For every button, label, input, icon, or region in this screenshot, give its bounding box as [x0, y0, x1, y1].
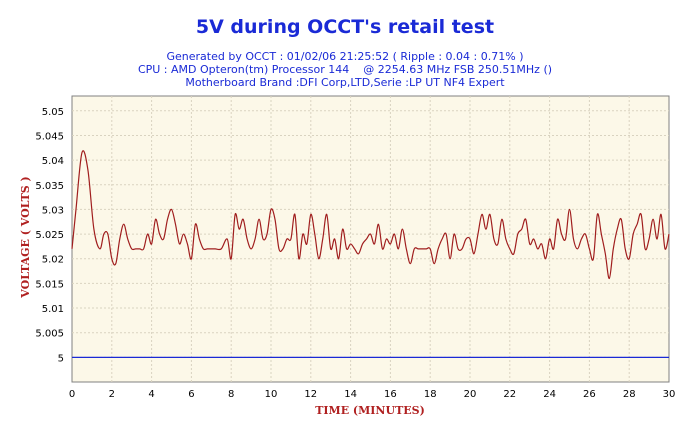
x-tick-label: 8: [228, 389, 234, 400]
x-tick-label: 16: [384, 389, 397, 400]
info-line-generated: Generated by OCCT : 01/02/06 21:25:52 ( …: [166, 50, 524, 63]
x-tick-label: 14: [344, 389, 357, 400]
x-tick-label: 20: [464, 389, 477, 400]
y-tick-label: 5.035: [35, 181, 64, 192]
y-tick-label: 5.03: [42, 205, 64, 216]
x-tick-label: 28: [623, 389, 636, 400]
y-tick-label: 5: [58, 353, 64, 364]
x-axis-title: TIME (MINUTES): [315, 404, 425, 417]
y-tick-label: 5.045: [35, 131, 64, 142]
x-tick-label: 18: [424, 389, 437, 400]
chart-title: 5V during OCCT's retail test: [195, 16, 495, 38]
y-tick-label: 5.005: [35, 329, 64, 340]
series-layer: [71, 150, 670, 280]
voltage-series-line: [71, 150, 670, 280]
info-line-motherboard: Motherboard Brand :DFI Corp,LTD,Serie :L…: [185, 76, 505, 89]
x-tick-label: 2: [109, 389, 115, 400]
x-tick-label: 30: [663, 389, 676, 400]
x-tick-label: 10: [265, 389, 278, 400]
y-tick-labels: 5 5.005 5.01 5.015 5.02 5.025 5.03 5.035 5.04 5.0…: [35, 107, 64, 365]
y-tick-label: 5.015: [35, 279, 64, 290]
x-tick-label: 0: [69, 389, 75, 400]
info-line-cpu: CPU : AMD Opteron(tm) Processor 144 @ 22…: [137, 63, 553, 76]
x-tick-label: 6: [188, 389, 194, 400]
y-tick-label: 5.05: [42, 107, 64, 118]
x-tick-label: 4: [148, 389, 154, 400]
y-tick-label: 5.01: [42, 304, 64, 315]
y-tick-label: 5.02: [42, 255, 64, 266]
y-tick-label: 5.025: [35, 230, 64, 241]
plot-area: [71, 95, 670, 383]
y-tick-label: 5.04: [42, 156, 64, 167]
x-tick-label: 12: [304, 389, 317, 400]
x-tick-label: 24: [543, 389, 556, 400]
y-axis-title: VOLTAGE ( VOLTS ): [19, 176, 32, 298]
x-tick-label: 22: [503, 389, 516, 400]
x-tick-label: 26: [583, 389, 596, 400]
x-tick-labels: 0 2 4 6 8 10 12 14 16 18 20 22 24 26 28 30: [69, 389, 676, 400]
